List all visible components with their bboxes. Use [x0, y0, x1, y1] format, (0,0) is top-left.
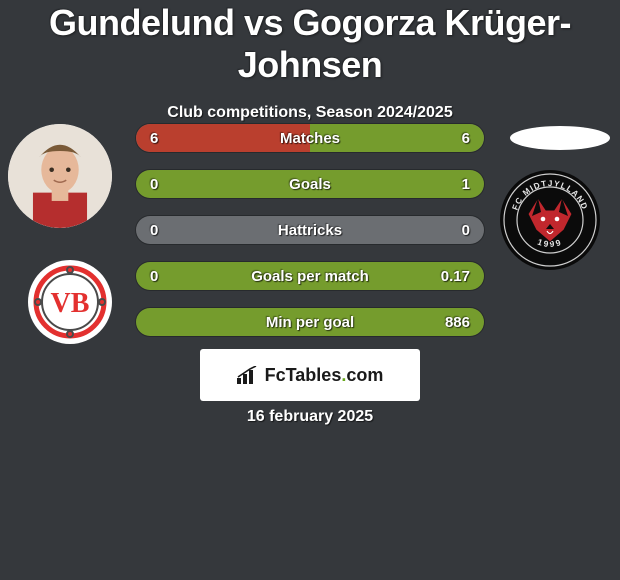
stat-label: Goals per match	[136, 262, 484, 290]
stat-label: Matches	[136, 124, 484, 152]
svg-text:VB: VB	[51, 288, 90, 319]
player2-avatar	[510, 126, 610, 150]
player1-avatar	[8, 124, 112, 228]
stat-row: 0Hattricks0	[135, 215, 485, 245]
stat-right-value: 1	[462, 170, 470, 198]
stat-right-value: 886	[445, 308, 470, 336]
chart-bars-icon	[237, 366, 259, 384]
stat-label: Min per goal	[136, 308, 484, 336]
stat-row: 0Goals per match0.17	[135, 261, 485, 291]
stat-label: Hattricks	[136, 216, 484, 244]
stat-row: Min per goal886	[135, 307, 485, 337]
club2-badge: FC MIDTJYLLAND 1999	[500, 170, 600, 270]
page-title: Gundelund vs Gogorza Krüger-Johnsen	[0, 0, 620, 86]
watermark: FcTables.com	[200, 349, 420, 401]
stat-right-value: 0.17	[441, 262, 470, 290]
stat-row: 6Matches6	[135, 123, 485, 153]
stat-row: 0Goals1	[135, 169, 485, 199]
date-label: 16 february 2025	[0, 408, 620, 426]
stat-right-value: 0	[462, 216, 470, 244]
stats-area: 6Matches60Goals10Hattricks00Goals per ma…	[135, 123, 485, 353]
watermark-text: FcTables.com	[265, 365, 384, 386]
subtitle: Club competitions, Season 2024/2025	[0, 104, 620, 122]
stat-right-value: 6	[462, 124, 470, 152]
stat-label: Goals	[136, 170, 484, 198]
club1-badge: VB	[28, 260, 112, 344]
